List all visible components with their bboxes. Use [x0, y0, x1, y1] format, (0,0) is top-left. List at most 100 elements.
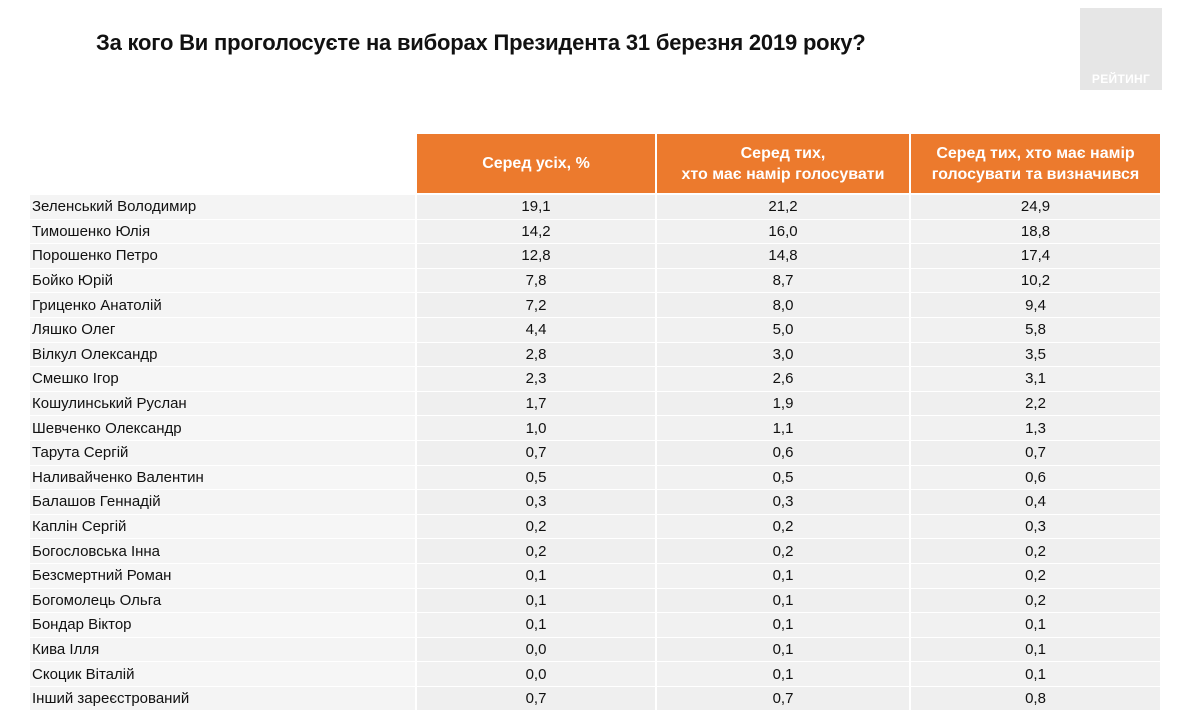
value-all-respondents: 0,0	[415, 662, 655, 687]
value-decided-voters: 0,2	[909, 563, 1160, 589]
value-intend-to-vote: 0,6	[655, 440, 909, 466]
value-decided-voters: 3,5	[909, 342, 1160, 368]
value-decided-voters: 0,7	[909, 440, 1160, 466]
candidate-name: Тимошенко Юлія	[30, 219, 415, 245]
candidate-name: Богословська Інна	[30, 539, 415, 564]
value-intend-to-vote: 0,1	[655, 637, 909, 663]
value-decided-voters: 9,4	[909, 293, 1160, 318]
value-intend-to-vote: 16,0	[655, 219, 909, 245]
value-all-respondents: 0,1	[415, 563, 655, 589]
value-all-respondents: 0,7	[415, 686, 655, 712]
value-all-respondents: 14,2	[415, 219, 655, 245]
value-all-respondents: 4,4	[415, 317, 655, 343]
value-decided-voters: 0,2	[909, 588, 1160, 614]
value-all-respondents: 0,1	[415, 588, 655, 614]
value-decided-voters: 2,2	[909, 391, 1160, 417]
candidate-name: Смешко Ігор	[30, 367, 415, 392]
value-all-respondents: 2,3	[415, 367, 655, 392]
table-row: Кошулинський Руслан 1,7 1,9 2,2	[30, 391, 1160, 417]
candidate-name: Наливайченко Валентин	[30, 465, 415, 491]
table-body: Зеленський Володимир 19,1 21,2 24,9 Тимошенк…	[30, 195, 1160, 712]
value-all-respondents: 0,0	[415, 637, 655, 663]
candidate-name: Каплін Сергій	[30, 514, 415, 540]
table-row: Скоцик Віталій 0,0 0,1 0,1	[30, 662, 1160, 687]
value-intend-to-vote: 1,1	[655, 416, 909, 441]
table-header: Серед усіх, % Серед тих, хто має намір г…	[30, 134, 1160, 193]
value-decided-voters: 0,8	[909, 686, 1160, 712]
value-all-respondents: 0,2	[415, 539, 655, 564]
candidate-name: Зеленський Володимир	[30, 195, 415, 220]
value-all-respondents: 1,7	[415, 391, 655, 417]
value-intend-to-vote: 0,5	[655, 465, 909, 491]
value-all-respondents: 0,5	[415, 465, 655, 491]
candidate-name: Тарута Сергій	[30, 440, 415, 466]
candidate-name: Порошенко Петро	[30, 244, 415, 269]
table-row: Каплін Сергій 0,2 0,2 0,3	[30, 514, 1160, 540]
value-decided-voters: 3,1	[909, 367, 1160, 392]
table-row: Гриценко Анатолій 7,2 8,0 9,4	[30, 293, 1160, 318]
value-intend-to-vote: 3,0	[655, 342, 909, 368]
value-all-respondents: 0,1	[415, 613, 655, 638]
candidate-name: Безсмертний Роман	[30, 563, 415, 589]
table-row: Бондар Віктор 0,1 0,1 0,1	[30, 613, 1160, 638]
header-all-respondents: Серед усіх, %	[415, 134, 655, 193]
value-intend-to-vote: 0,2	[655, 514, 909, 540]
value-decided-voters: 0,6	[909, 465, 1160, 491]
table-row: Ляшко Олег 4,4 5,0 5,8	[30, 317, 1160, 343]
candidate-name: Шевченко Олександр	[30, 416, 415, 441]
value-intend-to-vote: 0,1	[655, 563, 909, 589]
value-intend-to-vote: 0,1	[655, 662, 909, 687]
value-decided-voters: 1,3	[909, 416, 1160, 441]
value-intend-to-vote: 8,7	[655, 268, 909, 294]
table-row: Богословська Інна 0,2 0,2 0,2	[30, 539, 1160, 564]
table-row: Наливайченко Валентин 0,5 0,5 0,6	[30, 465, 1160, 491]
candidate-name: Кошулинський Руслан	[30, 391, 415, 417]
header-blank-cell	[30, 134, 415, 193]
table-row: Кива Ілля 0,0 0,1 0,1	[30, 637, 1160, 663]
value-decided-voters: 0,3	[909, 514, 1160, 540]
value-all-respondents: 0,3	[415, 490, 655, 515]
value-decided-voters: 0,4	[909, 490, 1160, 515]
value-intend-to-vote: 0,7	[655, 686, 909, 712]
value-intend-to-vote: 1,9	[655, 391, 909, 417]
table-row: Смешко Ігор 2,3 2,6 3,1	[30, 367, 1160, 392]
table-row: Богомолець Ольга 0,1 0,1 0,2	[30, 588, 1160, 614]
value-intend-to-vote: 0,1	[655, 588, 909, 614]
table-row: Вілкул Олександр 2,8 3,0 3,5	[30, 342, 1160, 368]
table-row: Балашов Геннадій 0,3 0,3 0,4	[30, 490, 1160, 515]
candidate-name: Скоцик Віталій	[30, 662, 415, 687]
value-decided-voters: 24,9	[909, 195, 1160, 220]
candidate-name: Балашов Геннадій	[30, 490, 415, 515]
value-decided-voters: 18,8	[909, 219, 1160, 245]
value-all-respondents: 0,2	[415, 514, 655, 540]
candidate-name: Богомолець Ольга	[30, 588, 415, 614]
value-intend-to-vote: 21,2	[655, 195, 909, 220]
value-decided-voters: 5,8	[909, 317, 1160, 343]
value-decided-voters: 0,1	[909, 613, 1160, 638]
value-all-respondents: 1,0	[415, 416, 655, 441]
candidate-name: Бондар Віктор	[30, 613, 415, 638]
page-title: За кого Ви проголосуєте на виборах Прези…	[96, 30, 866, 55]
results-table: Серед усіх, % Серед тих, хто має намір г…	[30, 134, 1160, 712]
table-row: Тарута Сергій 0,7 0,6 0,7	[30, 440, 1160, 466]
value-all-respondents: 19,1	[415, 195, 655, 220]
value-intend-to-vote: 0,2	[655, 539, 909, 564]
header-intend-to-vote: Серед тих, хто має намір голосувати	[655, 134, 909, 193]
table-row: Бойко Юрій 7,8 8,7 10,2	[30, 268, 1160, 294]
table-row: Зеленський Володимир 19,1 21,2 24,9	[30, 195, 1160, 220]
header-decided-voters: Серед тих, хто має намір голосувати та в…	[909, 134, 1160, 193]
value-intend-to-vote: 5,0	[655, 317, 909, 343]
table-row: Тимошенко Юлія 14,2 16,0 18,8	[30, 219, 1160, 245]
value-intend-to-vote: 2,6	[655, 367, 909, 392]
value-intend-to-vote: 14,8	[655, 244, 909, 269]
table-row: Безсмертний Роман 0,1 0,1 0,2	[30, 563, 1160, 589]
candidate-name: Гриценко Анатолій	[30, 293, 415, 318]
value-intend-to-vote: 0,1	[655, 613, 909, 638]
candidate-name: Ляшко Олег	[30, 317, 415, 343]
value-all-respondents: 2,8	[415, 342, 655, 368]
candidate-name: Бойко Юрій	[30, 268, 415, 294]
value-decided-voters: 0,2	[909, 539, 1160, 564]
candidate-name: Вілкул Олександр	[30, 342, 415, 368]
logo-text: РЕЙТИНГ	[1091, 72, 1151, 86]
